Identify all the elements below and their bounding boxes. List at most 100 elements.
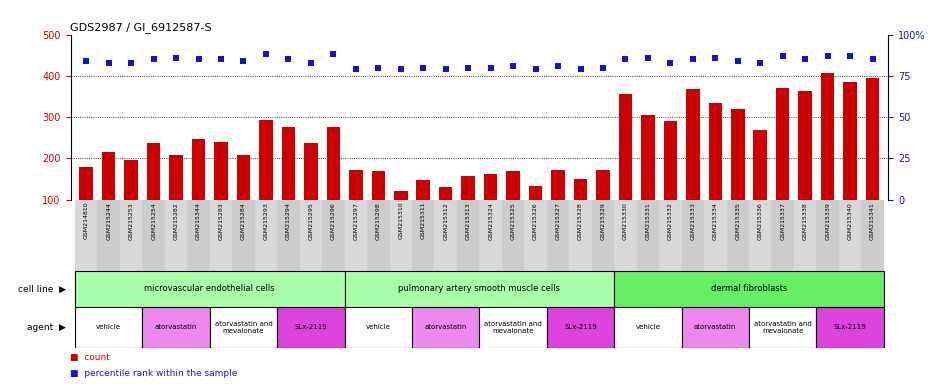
Bar [507,171,520,200]
Bar [749,307,817,348]
Bar [367,200,389,271]
Point [640,55,655,61]
Bar [75,271,345,307]
Bar [169,155,183,200]
Bar [592,200,614,271]
Bar [349,170,363,200]
Bar [866,78,879,200]
Text: GSM215333: GSM215333 [690,202,696,240]
Point [370,65,385,71]
Text: atorvastatin and
mevalonate: atorvastatin and mevalonate [214,321,273,334]
Point [618,56,633,63]
Bar [798,91,812,200]
Bar [412,307,479,348]
Bar [434,200,457,271]
Text: GSM215298: GSM215298 [376,202,381,240]
Text: atorvastatin and
mevalonate: atorvastatin and mevalonate [754,321,811,334]
Text: GSM215331: GSM215331 [646,202,650,240]
Bar [124,160,138,200]
Text: dermal fibroblasts: dermal fibroblasts [711,285,787,293]
Text: GSM215283: GSM215283 [218,202,224,240]
Bar [147,143,161,200]
Point [685,56,700,63]
Text: atorvastatin: atorvastatin [425,324,467,330]
Text: GSM215330: GSM215330 [623,202,628,240]
Point [236,58,251,64]
Text: GSM215284: GSM215284 [241,202,246,240]
Bar [614,271,884,307]
Point [776,53,791,59]
Bar [704,200,727,271]
Text: GSM215332: GSM215332 [667,202,673,240]
Text: GSM215253: GSM215253 [129,202,133,240]
Point [730,58,745,64]
Bar [259,121,273,200]
Point [102,60,117,66]
Bar [641,115,654,200]
Point [595,65,610,71]
Bar [300,200,322,271]
Bar [817,200,838,271]
Point [213,56,228,63]
Text: GSM215293: GSM215293 [263,202,269,240]
Bar [636,200,659,271]
Text: GSM215296: GSM215296 [331,202,336,240]
Point [865,56,880,63]
Text: GSM215325: GSM215325 [510,202,516,240]
Bar [821,73,835,200]
Point [258,51,274,58]
Text: GSM215341: GSM215341 [870,202,875,240]
Text: GSM215337: GSM215337 [780,202,785,240]
Bar [457,200,479,271]
Bar [727,200,749,271]
Bar [861,200,884,271]
Text: agent  ▶: agent ▶ [27,323,66,332]
Bar [232,200,255,271]
Bar [142,200,164,271]
Point [349,66,364,72]
Text: GSM215339: GSM215339 [825,202,830,240]
Point [753,60,768,66]
Point [124,60,139,66]
Text: GSM215336: GSM215336 [758,202,762,240]
Bar [502,200,525,271]
Bar [255,200,277,271]
Text: pulmonary artery smooth muscle cells: pulmonary artery smooth muscle cells [399,285,560,293]
Text: GSM215310: GSM215310 [399,202,403,240]
Bar [659,200,682,271]
Text: GSM215335: GSM215335 [735,202,741,240]
Text: GSM215282: GSM215282 [174,202,179,240]
Bar [210,200,232,271]
Bar [776,88,790,200]
Text: GSM215338: GSM215338 [803,202,807,240]
Text: GSM215295: GSM215295 [308,202,313,240]
Bar [479,307,547,348]
Text: GSM215244: GSM215244 [106,202,111,240]
Point [820,53,835,59]
Point [304,60,319,66]
Bar [416,180,430,200]
Bar [547,200,570,271]
Text: vehicle: vehicle [635,324,661,330]
Bar [345,307,412,348]
Point [438,66,453,72]
Bar [772,200,794,271]
Text: GSM215313: GSM215313 [465,202,471,240]
Point [551,63,566,69]
Text: GSM215311: GSM215311 [421,202,426,240]
Bar [462,176,475,200]
Point [798,56,813,63]
Point [663,60,678,66]
Point [415,65,431,71]
Bar [305,143,318,200]
Text: SLx-2119: SLx-2119 [834,324,867,330]
Point [573,66,588,72]
Bar [75,307,142,348]
Text: GSM215326: GSM215326 [533,202,538,240]
Text: vehicle: vehicle [366,324,391,330]
Text: GSM215254: GSM215254 [151,202,156,240]
Bar [277,200,300,271]
Bar [142,307,210,348]
Point [79,58,94,64]
Bar [614,200,636,271]
